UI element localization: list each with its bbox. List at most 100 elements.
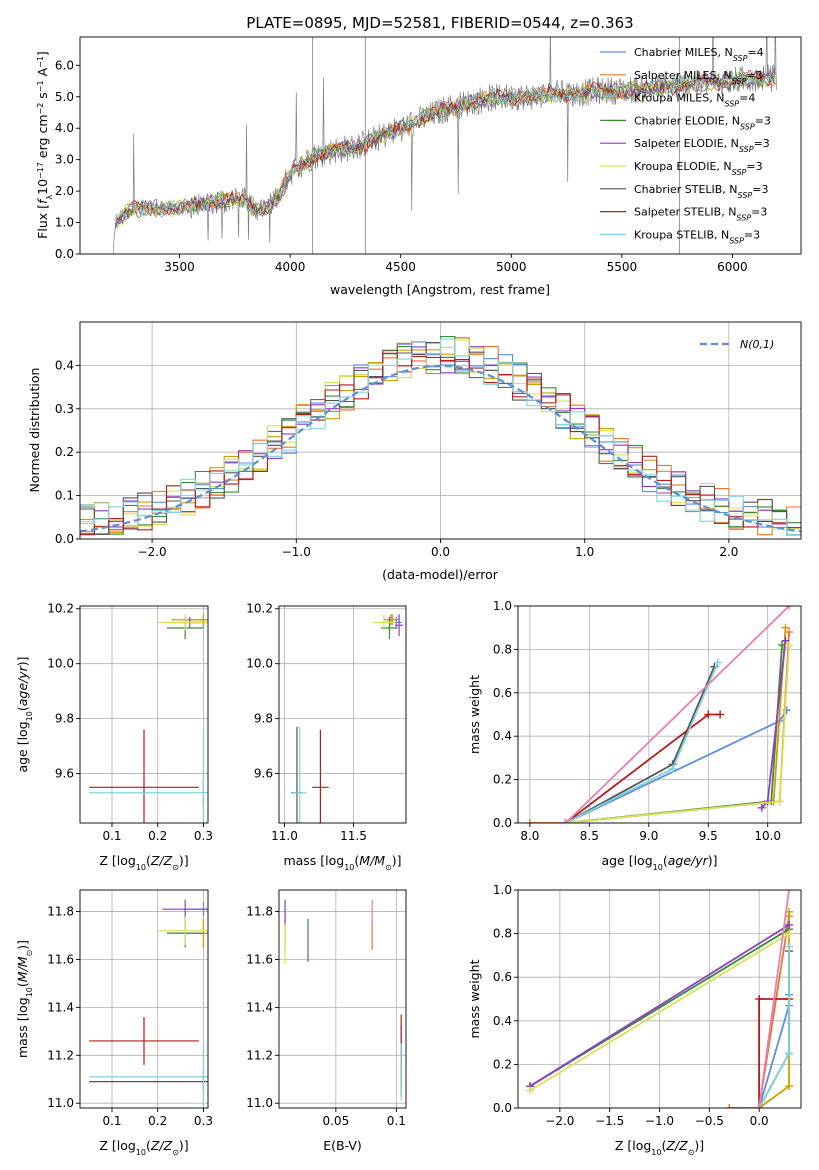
y-tick-label: 0.3 bbox=[55, 402, 74, 416]
y-tick-label: 0.4 bbox=[55, 358, 74, 372]
weight-curve bbox=[565, 662, 719, 823]
weight-curve bbox=[565, 645, 783, 823]
x-axis-label: wavelength [Angstrom, rest frame] bbox=[330, 282, 550, 297]
y-axis-label: Flux [fλ10−17 erg cm−2 s−1 A−1] bbox=[35, 51, 54, 239]
legend-label: Chabrier STELIB, NSSP=3 bbox=[634, 183, 768, 200]
panel-spectrum: 3500 4000 4500 5000 5500 6000 0.0 1.0 2.0 3.0 4.0 5… bbox=[35, 36, 802, 297]
x-tick-label: −1.0 bbox=[645, 1114, 674, 1128]
y-tick-label: 10.0 bbox=[246, 657, 273, 671]
legend-label: N(0,1) bbox=[740, 338, 774, 351]
x-tick-label: 0.2 bbox=[148, 1114, 167, 1128]
x-tick-label: 0.0 bbox=[431, 545, 450, 559]
y-tick-label: 1.0 bbox=[55, 216, 74, 230]
legend-label: Kroupa ELODIE, NSSP=3 bbox=[634, 160, 763, 177]
histogram-step bbox=[80, 338, 801, 536]
model-spectrum bbox=[115, 70, 776, 222]
weight-curve bbox=[529, 924, 790, 1087]
x-tick-label: −2.0 bbox=[545, 1114, 574, 1128]
y-tick-label: 0.2 bbox=[493, 773, 512, 787]
legend-label: Chabrier ELODIE, NSSP=3 bbox=[634, 114, 771, 130]
panel-mass-vs-Z: 0.1 0.2 0.3 11.0 11.2 11.4 11.6 11.8 Z [log10(Z/… bbox=[15, 889, 213, 1157]
y-tick-label: 11.8 bbox=[246, 905, 273, 919]
y-tick-label: 11.4 bbox=[47, 1000, 74, 1014]
weight-curve bbox=[729, 916, 790, 1108]
axes-frame bbox=[79, 889, 209, 1109]
x-tick-label: −1.5 bbox=[595, 1114, 624, 1128]
x-tick-label: 0.3 bbox=[194, 1114, 213, 1128]
x-tick-label: −0.5 bbox=[695, 1114, 724, 1128]
x-axis-label: Z [log10(Z/Z⊙)] bbox=[99, 1138, 188, 1157]
y-tick-label: 11.2 bbox=[47, 1048, 74, 1062]
weight-curve bbox=[564, 606, 790, 823]
model-spectrum bbox=[115, 70, 776, 225]
plot-area bbox=[89, 899, 208, 1108]
x-tick-label: 4000 bbox=[275, 260, 306, 274]
spectrum-legend: Chabrier MILES, NSSP=4 Salpeter MILES, NS… bbox=[600, 46, 771, 245]
axes-frame bbox=[278, 605, 407, 824]
residuals-legend: N(0,1) bbox=[700, 338, 774, 351]
x-tick-label: 10.0 bbox=[754, 829, 781, 843]
y-tick-label: 3.0 bbox=[55, 153, 74, 167]
x-tick-label: 5000 bbox=[496, 260, 527, 274]
x-axis-label: (data-model)/error bbox=[382, 567, 499, 582]
plot-area bbox=[291, 614, 404, 823]
gaussian-curve bbox=[80, 364, 801, 533]
axes-frame bbox=[278, 889, 407, 1109]
plot-area bbox=[525, 606, 794, 823]
y-tick-label: 11.2 bbox=[246, 1048, 273, 1062]
figure-title: PLATE=0895, MJD=52581, FIBERID=0544, z=0… bbox=[246, 14, 633, 32]
x-tick-label: 0.1 bbox=[102, 1114, 121, 1128]
x-tick-label: 8.5 bbox=[580, 829, 599, 843]
y-tick-label: 5.0 bbox=[55, 90, 74, 104]
legend-label: Chabrier MILES, NSSP=4 bbox=[634, 46, 764, 63]
y-tick-label: 11.0 bbox=[246, 1096, 273, 1110]
y-tick-label: 0.8 bbox=[493, 927, 512, 941]
x-tick-label: 2.0 bbox=[719, 545, 738, 559]
weight-curve bbox=[565, 666, 716, 823]
x-tick-label: 9.5 bbox=[699, 829, 718, 843]
y-tick-label: 9.6 bbox=[55, 767, 74, 781]
panel-weight-vs-Z: −2.0 −1.5 −1.0 −0.5 0.0 0.0 0.2 0.4 0.6 0.8 1.0 Z [… bbox=[467, 883, 802, 1157]
x-tick-label: 3500 bbox=[164, 260, 195, 274]
y-tick-label: 0.6 bbox=[493, 686, 512, 700]
y-tick-label: 10.2 bbox=[47, 602, 74, 616]
x-tick-label: 4500 bbox=[385, 260, 416, 274]
x-tick-label: 8.0 bbox=[520, 829, 539, 843]
panel-age-vs-Z: 0.1 0.2 0.3 9.6 9.8 10.0 10.2 Z [log10(Z/Z⊙)] ag… bbox=[15, 602, 213, 872]
x-tick-label: 0.1 bbox=[102, 829, 121, 843]
x-tick-label: 0.0 bbox=[750, 1114, 769, 1128]
y-tick-label: 10.0 bbox=[47, 657, 74, 671]
weight-curve bbox=[565, 713, 721, 823]
y-tick-label: 4.0 bbox=[55, 121, 74, 135]
axes-frame bbox=[79, 36, 802, 255]
plot-area bbox=[112, 37, 778, 254]
weight-curve bbox=[565, 645, 790, 823]
panel-weight-vs-age: 8.0 8.5 9.0 9.5 10.0 0.0 0.2 0.4 0.6 0.8 1.0 age [l… bbox=[467, 599, 802, 872]
x-axis-label: Z [log10(Z/Z⊙)] bbox=[615, 1138, 704, 1157]
y-tick-label: 9.6 bbox=[254, 767, 273, 781]
y-tick-label: 0.4 bbox=[493, 1014, 512, 1028]
axes-frame bbox=[517, 605, 802, 824]
y-tick-label: 10.2 bbox=[246, 602, 273, 616]
panel-residuals: −2.0 −1.0 0.0 1.0 2.0 0.0 0.1 0.2 0.3 0.4 N(0,1) (d… bbox=[27, 321, 802, 582]
x-tick-label: 1.0 bbox=[575, 545, 594, 559]
weight-curve bbox=[529, 631, 790, 823]
y-tick-label: 0.0 bbox=[493, 816, 512, 830]
panel-age-vs-mass: 11.0 11.5 9.6 9.8 10.0 10.2 mass [log10(M/M⊙)] bbox=[246, 602, 407, 872]
histogram-step bbox=[80, 352, 801, 536]
y-axis-label: Normed distribution bbox=[27, 368, 42, 493]
x-tick-label: 9.0 bbox=[639, 829, 658, 843]
x-tick-label: 0.3 bbox=[194, 829, 213, 843]
y-tick-label: 6.0 bbox=[55, 58, 74, 72]
legend-label: Salpeter STELIB, NSSP=3 bbox=[634, 206, 767, 223]
x-tick-label: −2.0 bbox=[138, 545, 167, 559]
y-tick-label: 0.2 bbox=[493, 1057, 512, 1071]
y-tick-label: 0.1 bbox=[55, 489, 74, 503]
y-tick-label: 9.8 bbox=[55, 712, 74, 726]
legend-label: Kroupa STELIB, NSSP=3 bbox=[634, 228, 760, 245]
x-tick-label: 6000 bbox=[717, 260, 748, 274]
y-tick-label: 0.4 bbox=[493, 729, 512, 743]
plot-area bbox=[80, 336, 801, 536]
model-spectrum bbox=[115, 72, 776, 229]
